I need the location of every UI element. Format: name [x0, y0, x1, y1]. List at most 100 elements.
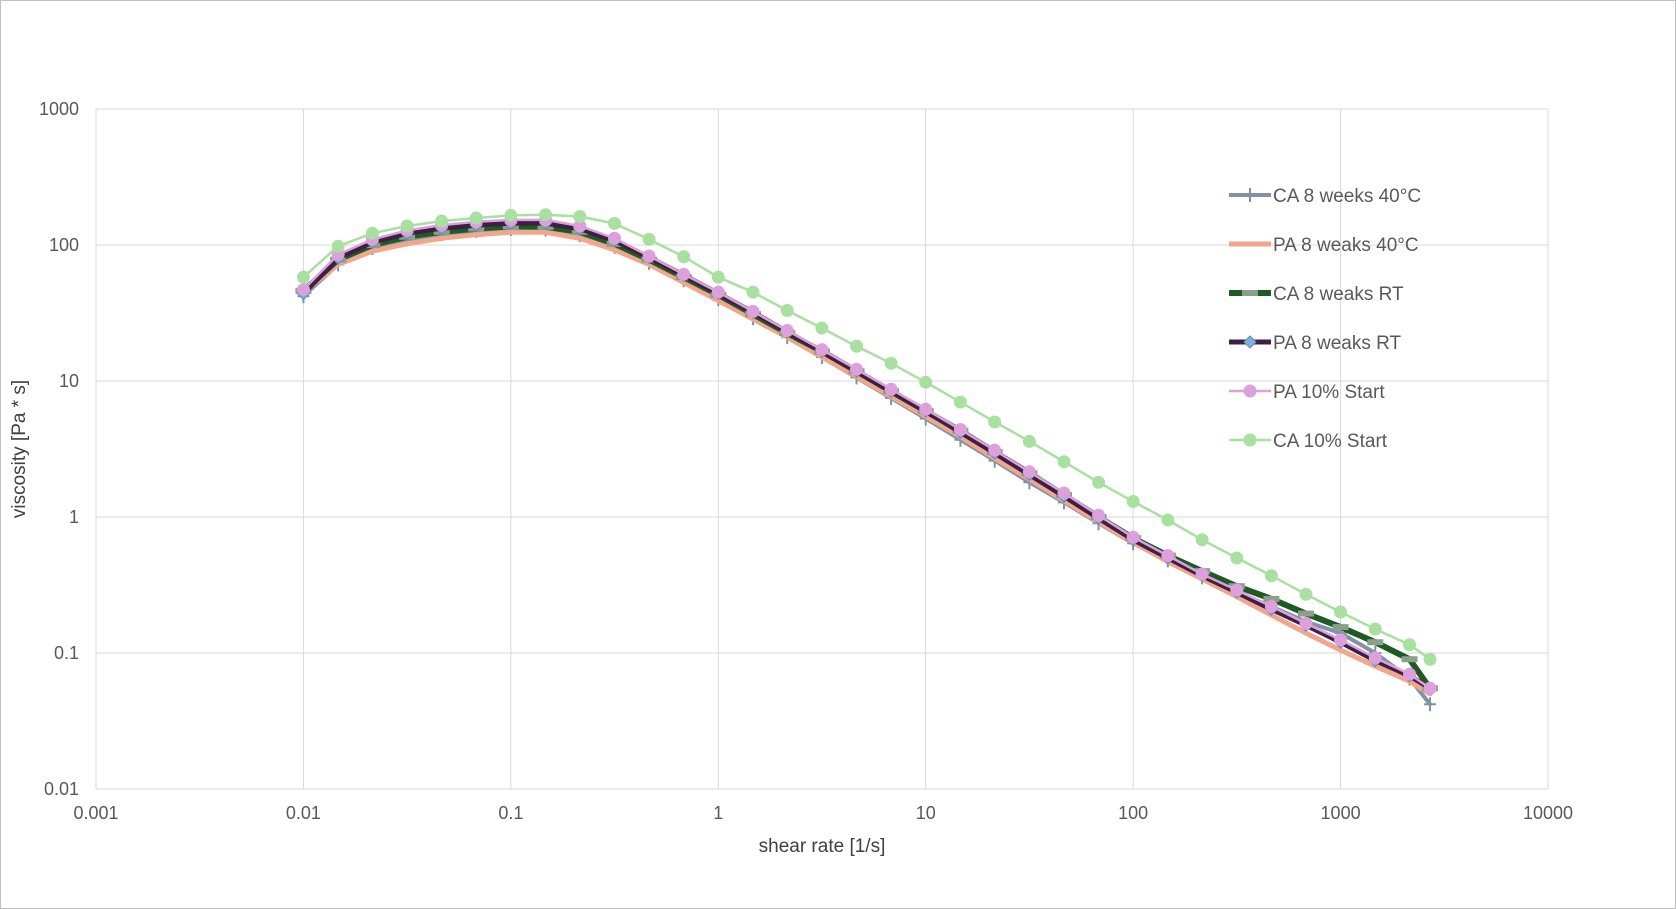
data-point [1092, 508, 1106, 522]
legend-entry: CA 8 weaks RT [1229, 284, 1404, 305]
y-tick-labels: 0.01 0.1 1 10 100 1000 [39, 99, 79, 799]
data-point [1092, 475, 1106, 489]
data-point [296, 283, 310, 297]
x-tick-labels: 0.001 0.01 0.1 1 10 100 1000 10000 [73, 803, 1573, 823]
data-point [539, 208, 553, 222]
data-point [780, 324, 794, 338]
data-point [1401, 656, 1418, 663]
data-point [1403, 667, 1417, 681]
data-point [365, 226, 379, 240]
series-line [302, 218, 1432, 690]
data-point [988, 443, 1002, 457]
data-point [1161, 549, 1175, 563]
x-tick-label: 0.1 [498, 803, 523, 823]
data-point [1126, 495, 1140, 509]
legend-marker [1243, 384, 1257, 398]
data-point [573, 210, 587, 224]
data-point [1195, 567, 1209, 581]
x-tick-label: 0.001 [73, 803, 118, 823]
data-point [1057, 455, 1071, 469]
data-point [1424, 697, 1437, 712]
data-point [469, 211, 483, 225]
y-tick-label: 1 [69, 507, 79, 527]
data-point [1126, 530, 1140, 544]
data-point [1230, 583, 1244, 597]
data-point [1334, 633, 1348, 647]
data-point [711, 285, 725, 299]
data-point [1195, 533, 1209, 547]
data-point [1368, 651, 1382, 665]
data-point [677, 267, 691, 281]
data-point [677, 250, 691, 264]
data-point [850, 339, 864, 353]
x-tick-label: 10000 [1523, 803, 1573, 823]
y-tick-label: 100 [49, 235, 79, 255]
data-point [1264, 599, 1278, 613]
plot-area [96, 109, 1548, 789]
data-point [1367, 639, 1384, 646]
data-point [850, 362, 864, 376]
x-tick-label: 1 [713, 803, 723, 823]
data-point [1297, 610, 1314, 617]
data-point [1263, 595, 1280, 602]
data-point [1057, 486, 1071, 500]
legend-label: CA 8 weaks RT [1273, 284, 1404, 305]
series-line [300, 229, 1433, 697]
data-point [1022, 465, 1036, 479]
series-6 [296, 208, 1437, 666]
legend-entry: PA 10% Start [1229, 382, 1385, 403]
data-point [953, 422, 967, 436]
data-point [919, 402, 933, 416]
x-axis-title: shear rate [1/s] [759, 836, 886, 857]
data-point [1230, 551, 1244, 565]
x-tick-label: 1000 [1321, 803, 1361, 823]
data-point [331, 239, 345, 253]
legend-entry: CA 10% Start [1229, 431, 1388, 452]
data-point [815, 321, 829, 335]
legend-entry: CA 8 weeks 40°C [1229, 186, 1421, 207]
legend-entry: PA 8 weaks RT [1229, 333, 1402, 354]
data-point [642, 249, 656, 263]
y-axis-title: viscosity [Pa * s] [9, 380, 30, 518]
data-point [1299, 587, 1313, 601]
data-point [296, 270, 310, 284]
legend-label: PA 8 weaks 40°C [1273, 235, 1419, 256]
series-layer [295, 208, 1439, 712]
data-point [642, 232, 656, 246]
data-point [1403, 638, 1417, 652]
y-tick-label: 0.1 [54, 643, 79, 663]
x-tick-label: 100 [1118, 803, 1148, 823]
legend: CA 8 weeks 40°C PA 8 weaks 40°C CA 8 weaks… [1229, 186, 1421, 452]
data-point [884, 382, 898, 396]
data-point [1423, 652, 1437, 666]
data-point [608, 216, 622, 230]
legend-label: CA 10% Start [1273, 431, 1388, 452]
y-tick-label: 1000 [39, 99, 79, 119]
data-point [919, 375, 933, 389]
series-2 [300, 229, 1433, 697]
data-point [815, 343, 829, 357]
data-point [1299, 616, 1313, 630]
data-point [1334, 605, 1348, 619]
data-point [1264, 569, 1278, 583]
series-line [302, 213, 1432, 661]
legend-marker [1243, 335, 1257, 349]
series-line [300, 220, 1433, 691]
data-point [953, 395, 967, 409]
legend-marker [1243, 433, 1257, 447]
legend-marker [1242, 290, 1258, 296]
data-point [780, 303, 794, 317]
data-point [1368, 622, 1382, 636]
data-point [400, 219, 414, 233]
data-point [1022, 434, 1036, 448]
data-point [988, 415, 1002, 429]
data-point [435, 214, 449, 228]
x-tick-label: 10 [916, 803, 936, 823]
legend-marker [1244, 188, 1256, 202]
data-point [884, 356, 898, 370]
data-point [608, 231, 622, 245]
legend-label: PA 8 weaks RT [1273, 333, 1402, 354]
data-point [504, 208, 518, 222]
